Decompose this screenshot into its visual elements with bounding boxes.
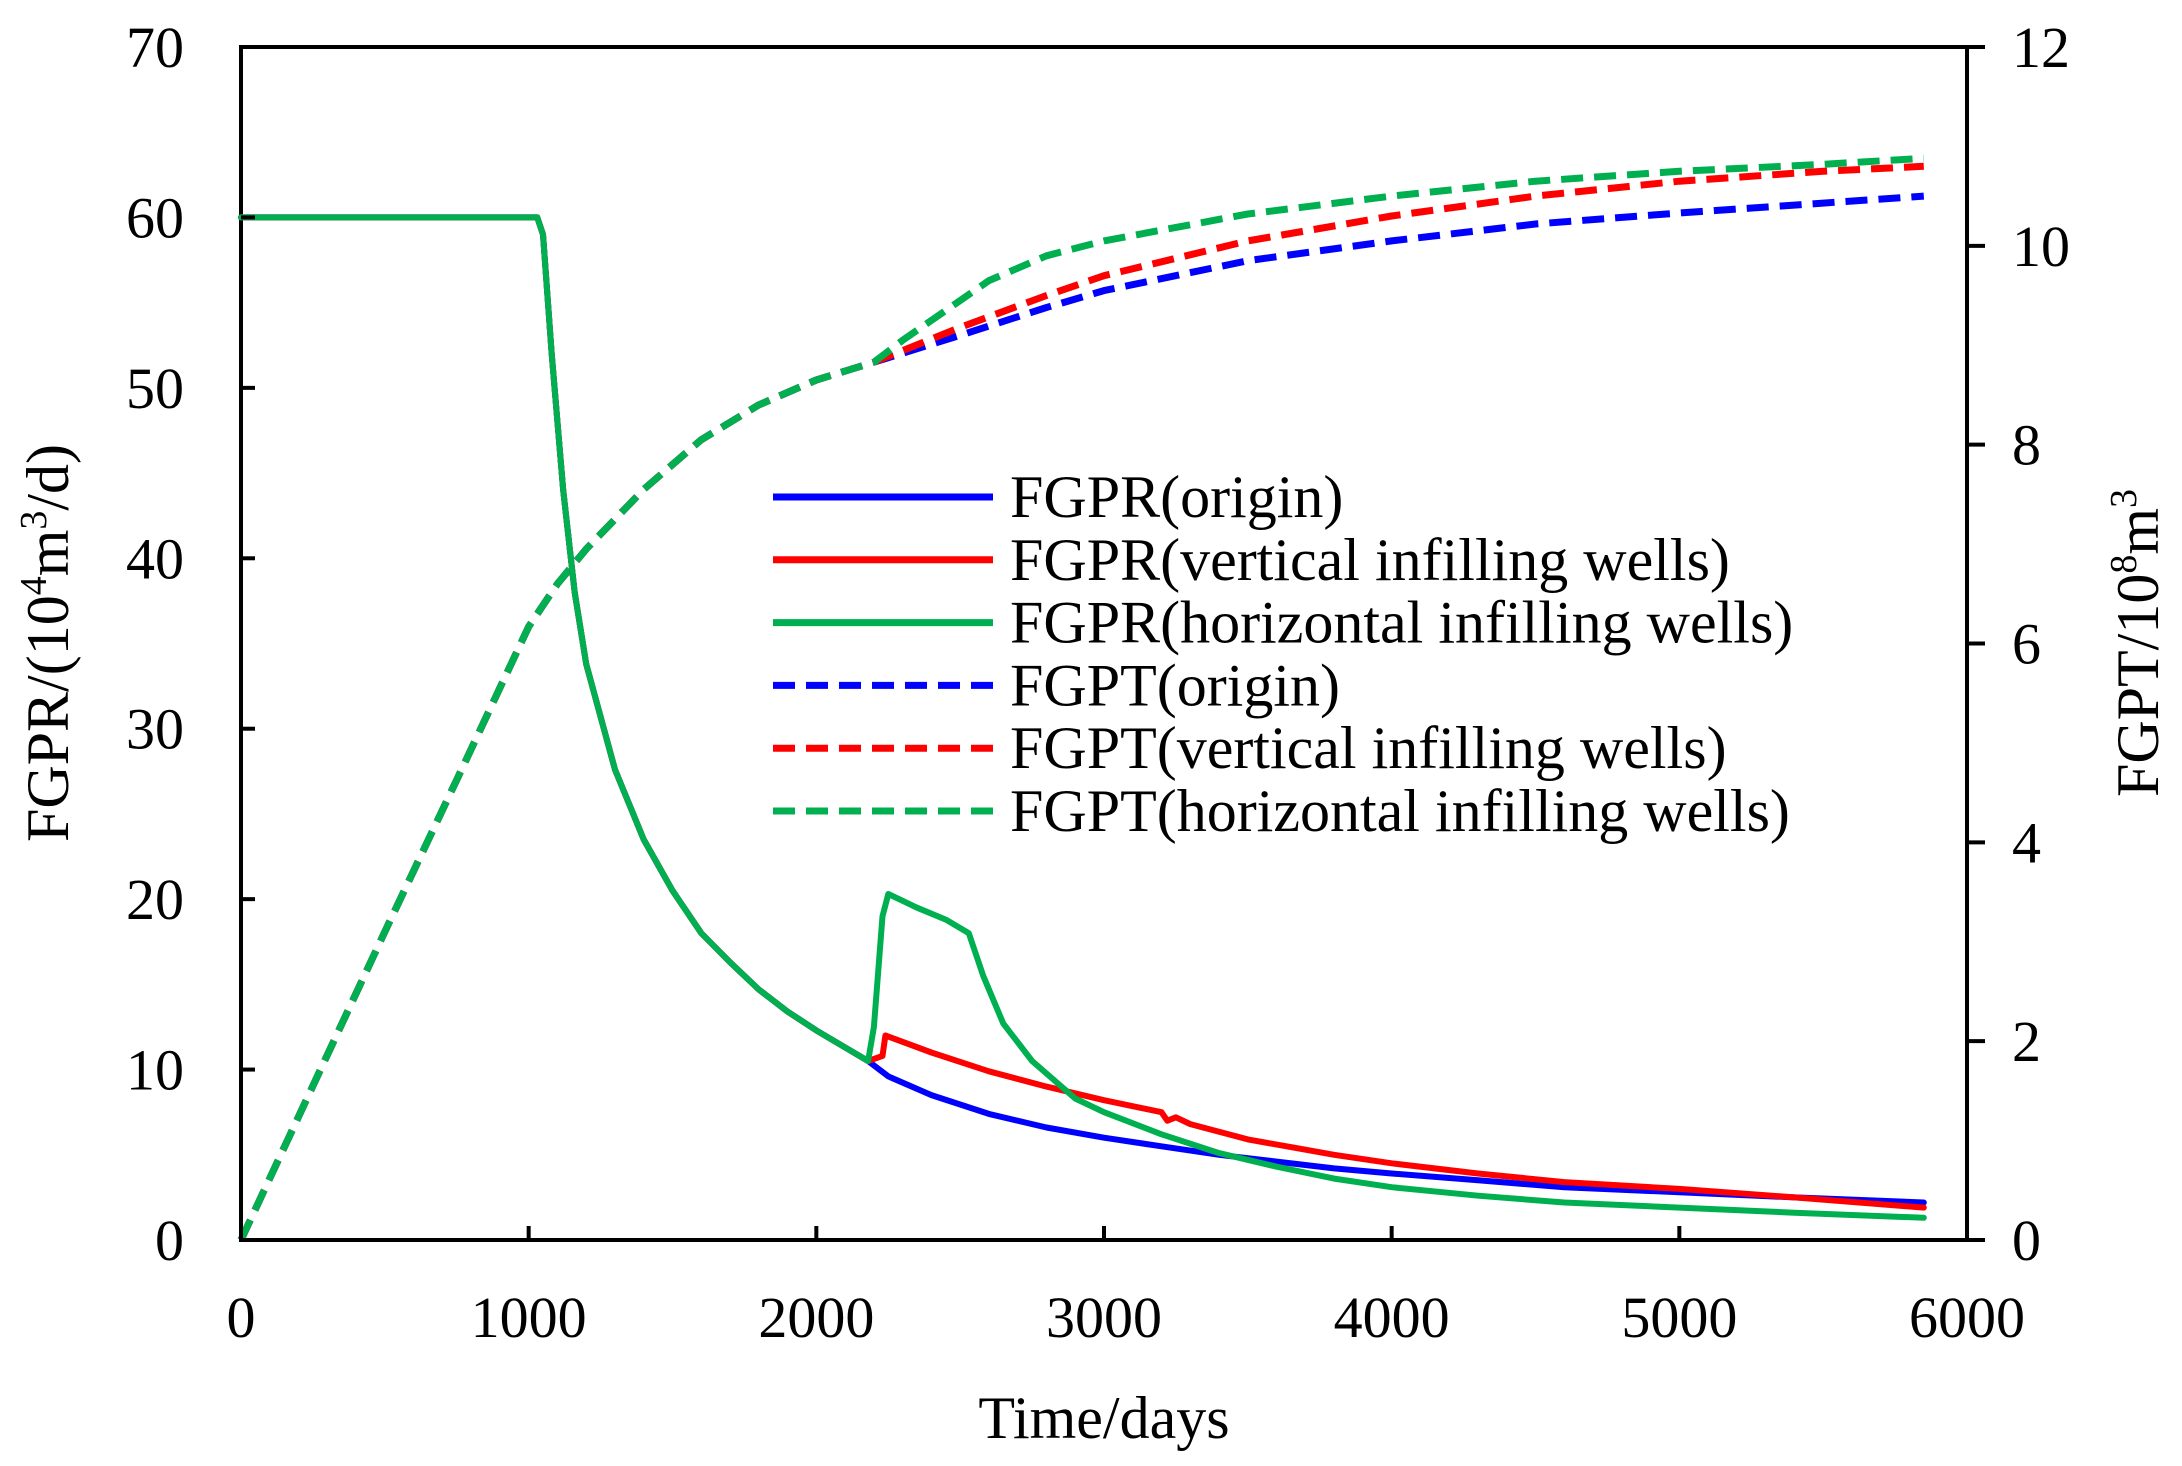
- legend: FGPR(origin)FGPR(vertical infilling well…: [773, 464, 1793, 844]
- y-right-title-part: m: [2105, 508, 2171, 555]
- legend-label: FGPT(vertical infilling wells): [1010, 715, 1727, 781]
- y-left-tick-label: 20: [126, 867, 184, 932]
- x-tick-label: 0: [227, 1285, 256, 1350]
- y-right-tick-label: 12: [2012, 15, 2070, 80]
- y-right-tick-label: 4: [2012, 810, 2041, 875]
- y-left-tick-label: 70: [126, 15, 184, 80]
- y-left-tick-label: 60: [126, 185, 184, 250]
- x-tick-label: 2000: [758, 1285, 874, 1350]
- y-right-title-part: FGPT/10: [2105, 574, 2171, 797]
- x-tick-label: 6000: [1909, 1285, 2025, 1350]
- legend-label: FGPT(origin): [1010, 652, 1340, 718]
- y-left-tick-label: 0: [155, 1208, 184, 1273]
- series-layer: [237, 154, 1927, 1242]
- x-axis-title: Time/days: [978, 1385, 1229, 1451]
- legend-label: FGPR(horizontal infilling wells): [1010, 590, 1793, 656]
- legend-label: FGPT(horizontal infilling wells): [1010, 778, 1790, 844]
- y-right-tick-label: 10: [2012, 214, 2070, 279]
- y-right-tick-label: 0: [2012, 1208, 2041, 1273]
- y-left-title-part: m: [15, 530, 81, 577]
- plot-area: [239, 45, 1969, 1242]
- y-right-title-sup: 3: [2103, 489, 2145, 508]
- y-left-tick-label: 10: [126, 1038, 184, 1103]
- series-line-fgpr-horizontal-infilling-wells: [238, 214, 1927, 1221]
- y-left-title-part: FGPR/(10: [15, 595, 81, 842]
- ticks-layer: 0 1000 2000 3000 4000 5000 6000010203040506070…: [126, 15, 2070, 1350]
- y-left-title-part: /d): [15, 444, 81, 511]
- y-left-tick-label: 40: [126, 526, 184, 591]
- y-axis-title-left: FGPR/(104m3/d): [13, 444, 81, 842]
- y-right-tick-label: 8: [2012, 413, 2041, 478]
- x-tick-label: 4000: [1334, 1285, 1450, 1350]
- x-tick-label: 3000: [1046, 1285, 1162, 1350]
- y-left-title-sup: 3: [13, 511, 55, 530]
- y-left-title-sup: 4: [13, 576, 55, 595]
- x-tick-label: 1000: [471, 1285, 587, 1350]
- y-right-tick-label: 2: [2012, 1009, 2041, 1074]
- x-tick-label: 5000: [1621, 1285, 1737, 1350]
- series-line-fgpt-horizontal-infilling-wells: [237, 154, 1925, 1242]
- y-axis-title-right: FGPT/108m3: [2103, 489, 2171, 797]
- legend-label: FGPR(vertical infilling wells): [1010, 527, 1730, 593]
- legend-label: FGPR(origin): [1010, 464, 1343, 530]
- y-left-tick-label: 30: [126, 697, 184, 762]
- y-right-title-sup: 8: [2103, 555, 2145, 574]
- y-right-tick-label: 6: [2012, 612, 2041, 677]
- y-left-tick-label: 50: [126, 356, 184, 421]
